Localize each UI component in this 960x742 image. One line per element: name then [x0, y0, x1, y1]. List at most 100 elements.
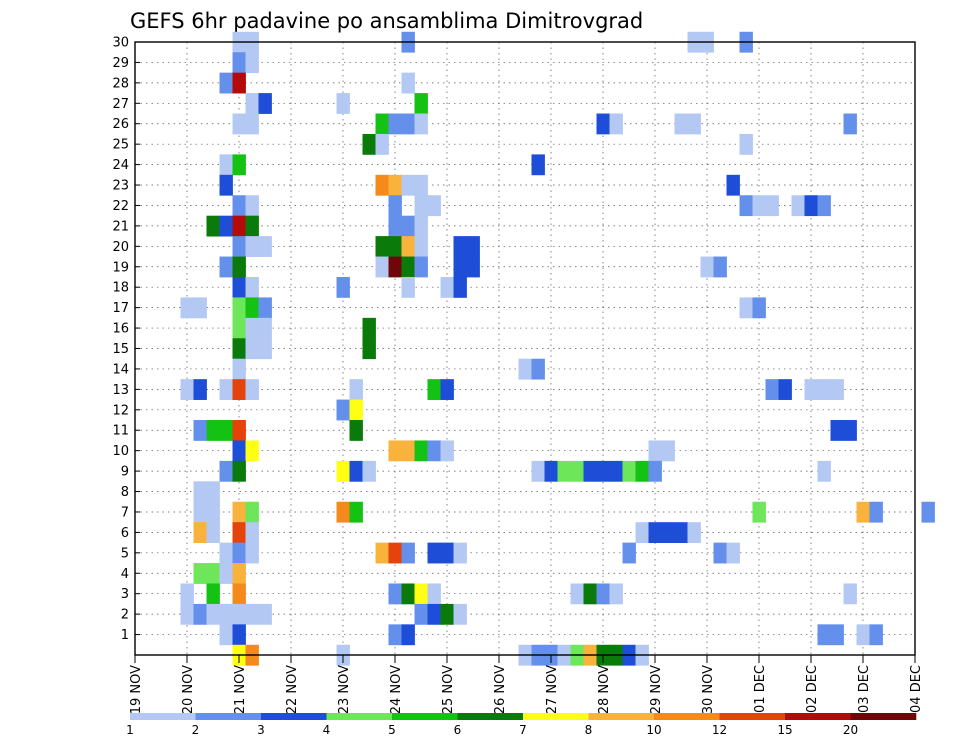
ensemble-cell: [414, 113, 428, 135]
ensemble-cell: [232, 420, 246, 441]
ensemble-cell: [349, 420, 363, 441]
ensemble-cell: [752, 297, 766, 319]
ensemble-cell: [388, 256, 402, 278]
ensemble-cell: [232, 276, 246, 298]
ensemble-cell: [427, 603, 441, 625]
ensemble-cell: [232, 603, 246, 625]
ensemble-cell: [765, 195, 779, 217]
ensemble-cell: [180, 603, 194, 625]
ensemble-cell: [219, 420, 233, 441]
ensemble-cell: [193, 420, 207, 441]
colorbar-label: 4: [323, 723, 331, 737]
colorbar-label: 1: [126, 723, 134, 737]
ensemble-cell: [752, 195, 766, 217]
ensemble-cell: [388, 236, 402, 257]
y-tick-label: 3: [121, 587, 129, 602]
y-tick-label: 17: [112, 301, 129, 316]
x-tick-label: 01 DEC: [753, 665, 768, 713]
ensemble-cell: [336, 501, 350, 523]
ensemble-cell: [245, 113, 259, 135]
ensemble-cell: [440, 276, 454, 298]
ensemble-cell: [336, 93, 350, 114]
ensemble-cell: [245, 195, 259, 217]
y-tick-label: 1: [121, 628, 129, 643]
ensemble-cell: [336, 399, 350, 421]
ensemble-cell: [804, 379, 818, 400]
y-tick-label: 30: [112, 36, 129, 51]
ensemble-cell: [349, 379, 363, 400]
colorbar-label: 12: [712, 723, 727, 737]
ensemble-cell: [687, 522, 701, 544]
ensemble-cell: [193, 297, 207, 319]
ensemble-cell: [193, 522, 207, 544]
ensemble-cell: [453, 256, 467, 278]
ensemble-cell: [531, 460, 545, 482]
colorbar-swatch: [195, 713, 262, 720]
ensemble-cell: [531, 358, 545, 380]
ensemble-cell: [869, 624, 883, 646]
ensemble-cell: [232, 215, 246, 237]
x-tick-label: 24 NOV: [389, 665, 404, 714]
ensemble-cell: [219, 215, 233, 237]
ensemble-cell: [180, 379, 194, 400]
ensemble-cell: [791, 195, 805, 217]
ensemble-cell: [232, 154, 246, 176]
colorbar-label: 7: [519, 723, 527, 737]
ensemble-cell: [375, 113, 389, 135]
ensemble-cell: [713, 256, 727, 278]
ensemble-cell: [258, 317, 272, 339]
ensemble-cell: [388, 542, 402, 564]
ensemble-cell: [232, 522, 246, 544]
ensemble-cell: [258, 93, 272, 114]
y-tick-label: 5: [121, 546, 129, 561]
ensemble-cell: [258, 297, 272, 319]
ensemble-cell: [544, 460, 558, 482]
y-tick-label: 29: [112, 56, 129, 71]
x-tick-label: 20 NOV: [181, 665, 196, 714]
x-tick-label: 02 DEC: [805, 665, 820, 713]
ensemble-cell: [440, 542, 454, 564]
y-tick-label: 25: [112, 138, 129, 153]
ensemble-cell: [232, 501, 246, 523]
y-tick-label: 19: [112, 260, 129, 275]
ensemble-cell: [375, 133, 389, 155]
ensemble-cell: [232, 256, 246, 278]
ensemble-cell: [206, 501, 220, 523]
ensemble-cell: [414, 174, 428, 196]
ensemble-cell: [427, 379, 441, 400]
ensemble-cell: [206, 522, 220, 544]
ensemble-cell: [414, 256, 428, 278]
colorbar-swatch: [785, 713, 851, 720]
ensemble-cell: [739, 133, 753, 155]
ensemble-cell: [180, 583, 194, 605]
colorbar-swatch: [457, 713, 524, 720]
ensemble-cell: [258, 338, 272, 360]
ensemble-cell: [375, 174, 389, 196]
ensemble-cell: [232, 358, 246, 380]
x-tick-label: 23 NOV: [337, 665, 352, 714]
ensemble-cell: [232, 624, 246, 646]
ensemble-cell: [557, 460, 571, 482]
ensemble-cell: [245, 93, 259, 114]
ensemble-cell: [401, 256, 415, 278]
ensemble-cell: [778, 379, 792, 400]
ensemble-cell: [843, 583, 857, 605]
ensemble-cell: [375, 236, 389, 257]
ensemble-cell: [219, 563, 233, 584]
ensemble-cell: [453, 236, 467, 257]
y-tick-label: 15: [112, 342, 129, 357]
ensemble-cell: [232, 72, 246, 94]
x-tick-label: 25 NOV: [441, 665, 456, 714]
y-tick-label: 12: [112, 403, 129, 418]
ensemble-cell: [401, 113, 415, 135]
ensemble-cell: [661, 522, 675, 544]
ensemble-cell: [414, 440, 428, 462]
ensemble-cell: [453, 276, 467, 298]
ensemble-cell: [219, 542, 233, 564]
ensemble-cell: [362, 133, 376, 155]
ensemble-cell: [726, 542, 740, 564]
ensemble-cell: [206, 215, 220, 237]
ensemble-cell: [349, 501, 363, 523]
ensemble-cell: [375, 256, 389, 278]
